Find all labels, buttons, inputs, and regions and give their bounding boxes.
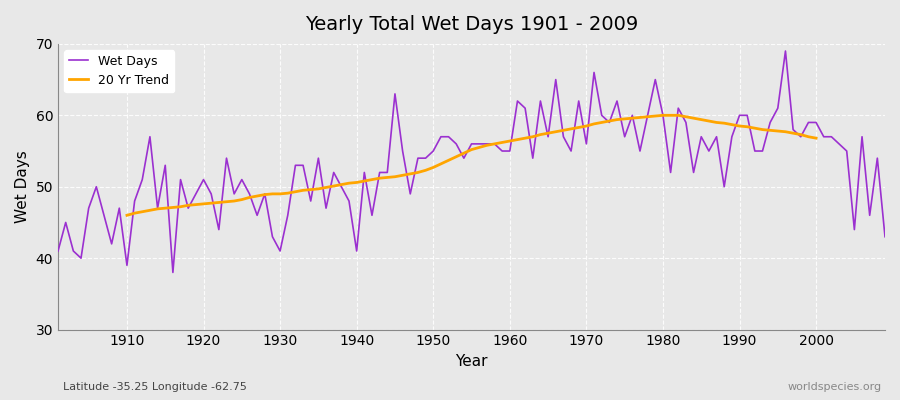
20 Yr Trend — [283, 191, 293, 196]
20 Yr Trend — [206, 201, 217, 206]
Title: Yearly Total Wet Days 1901 - 2009: Yearly Total Wet Days 1901 - 2009 — [305, 15, 638, 34]
20 Yr Trend — [796, 132, 806, 137]
Wet Days — [879, 234, 890, 239]
Text: worldspecies.org: worldspecies.org — [788, 382, 882, 392]
Line: Wet Days: Wet Days — [58, 51, 885, 272]
20 Yr Trend — [803, 134, 814, 139]
Y-axis label: Wet Days: Wet Days — [15, 150, 30, 223]
Text: Latitude -35.25 Longitude -62.75: Latitude -35.25 Longitude -62.75 — [63, 382, 247, 392]
X-axis label: Year: Year — [455, 354, 488, 369]
20 Yr Trend — [658, 113, 669, 118]
Wet Days — [114, 206, 125, 210]
Wet Days — [167, 270, 178, 275]
Wet Days — [290, 163, 301, 168]
20 Yr Trend — [122, 213, 132, 218]
Wet Days — [52, 249, 63, 254]
Line: 20 Yr Trend: 20 Yr Trend — [127, 115, 816, 215]
20 Yr Trend — [711, 120, 722, 125]
Wet Days — [504, 149, 515, 154]
Wet Days — [604, 120, 615, 125]
20 Yr Trend — [811, 136, 822, 140]
Wet Days — [780, 49, 791, 54]
20 Yr Trend — [298, 188, 309, 193]
Wet Days — [336, 184, 346, 189]
Wet Days — [512, 99, 523, 104]
Legend: Wet Days, 20 Yr Trend: Wet Days, 20 Yr Trend — [64, 50, 174, 92]
